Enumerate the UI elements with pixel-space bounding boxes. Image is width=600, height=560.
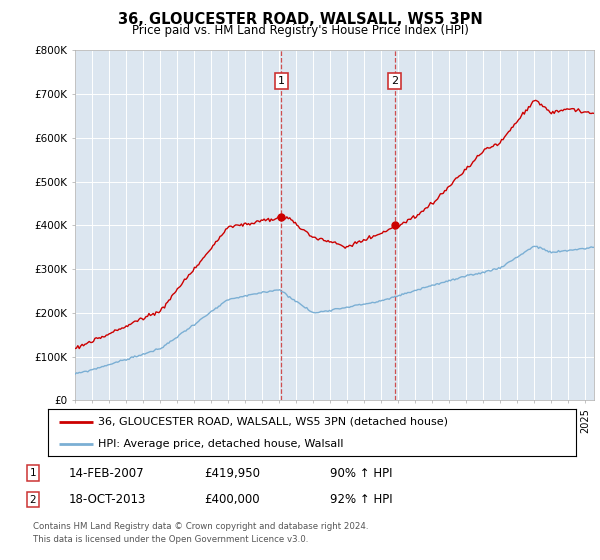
Text: 1: 1 [29, 468, 37, 478]
Text: 14-FEB-2007: 14-FEB-2007 [69, 466, 145, 480]
Text: Contains HM Land Registry data © Crown copyright and database right 2024.
This d: Contains HM Land Registry data © Crown c… [33, 522, 368, 544]
Text: HPI: Average price, detached house, Walsall: HPI: Average price, detached house, Wals… [98, 438, 344, 449]
Text: 18-OCT-2013: 18-OCT-2013 [69, 493, 146, 506]
Text: 1: 1 [278, 76, 285, 86]
Text: 2: 2 [391, 76, 398, 86]
Text: Price paid vs. HM Land Registry's House Price Index (HPI): Price paid vs. HM Land Registry's House … [131, 24, 469, 36]
Text: 2: 2 [29, 494, 37, 505]
Text: £419,950: £419,950 [204, 466, 260, 480]
Text: 90% ↑ HPI: 90% ↑ HPI [330, 466, 392, 480]
Text: 36, GLOUCESTER ROAD, WALSALL, WS5 3PN (detached house): 36, GLOUCESTER ROAD, WALSALL, WS5 3PN (d… [98, 417, 448, 427]
Text: 36, GLOUCESTER ROAD, WALSALL, WS5 3PN: 36, GLOUCESTER ROAD, WALSALL, WS5 3PN [118, 12, 482, 27]
Text: 92% ↑ HPI: 92% ↑ HPI [330, 493, 392, 506]
Text: £400,000: £400,000 [204, 493, 260, 506]
